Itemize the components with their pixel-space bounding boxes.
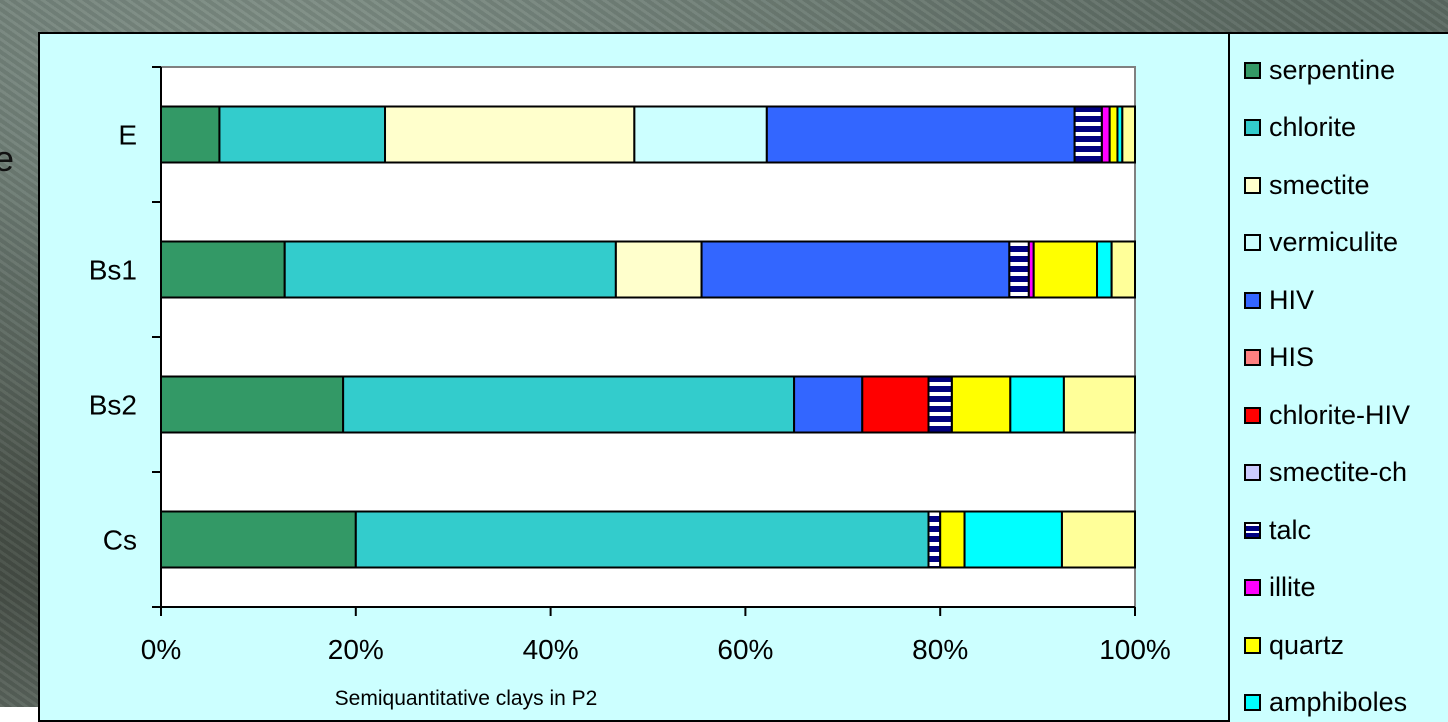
bar-segment-series-12-E (1121, 105, 1137, 164)
legend-label: amphiboles (1269, 687, 1408, 717)
bar-segment-serpentine-Bs1 (160, 240, 286, 299)
y-tick-label: E (118, 120, 137, 151)
legend-swatch (1244, 61, 1261, 79)
legend-swatch (1244, 119, 1261, 136)
stacked-bar-chart: E Bs1 Bs2 Cs 0% 20% 40% 60% 80% 100% Semiquantita… (89, 66, 1171, 710)
bar-segment-serpentine-Cs (160, 510, 357, 569)
y-tick-label: Bs2 (89, 390, 137, 421)
bar-segment-amphiboles-Bs2 (1009, 375, 1065, 434)
bar-segment-talc-Bs1 (1008, 240, 1030, 299)
bar-segment-chlorite-Bs1 (283, 240, 617, 299)
bar-segment-vermiculite-E (633, 105, 768, 164)
x-tick-label: 0% (141, 634, 181, 665)
legend-label: smectite (1269, 169, 1370, 200)
bar-segment-serpentine-E (160, 105, 221, 164)
legend-label: chlorite-HIV (1269, 399, 1411, 430)
legend-label: illite (1269, 572, 1316, 602)
legend-label: quartz (1269, 629, 1345, 660)
legend-label: HIV (1269, 284, 1315, 315)
bar-segment-chlorite-HIV-Bs2 (861, 375, 930, 434)
legend-item-illite: illite (1244, 572, 1316, 603)
legend-swatch (1244, 176, 1261, 194)
legend-item-HIS: HIS (1244, 342, 1315, 373)
chart-panel: E Bs1 Bs2 Cs 0% 20% 40% 60% 80% 100% Semiquantita… (38, 32, 1230, 722)
legend-swatch (1244, 636, 1261, 654)
legend-swatch (1244, 349, 1261, 366)
legend-item-HIV: HIV (1244, 285, 1314, 315)
x-tick-label: 80% (912, 634, 968, 665)
bars-layer (160, 105, 1137, 569)
x-tick-label: 40% (523, 634, 579, 665)
legend-label: vermiculite (1269, 227, 1399, 257)
bar-segment-talc-Bs2 (927, 375, 953, 434)
bar-segment-HIV-E (765, 105, 1076, 164)
bar-segment-illite-E (1100, 105, 1111, 164)
legend-swatch (1244, 464, 1261, 481)
legend-label: serpentine (1269, 54, 1396, 85)
bar-segment-serpentine-Bs2 (160, 375, 345, 434)
legend-swatch (1244, 694, 1261, 711)
legend-item-smectite-ch: smectite-ch (1244, 457, 1408, 488)
bar-segment-chlorite-Cs (354, 510, 930, 569)
bar-segment-quartz-Bs1 (1032, 240, 1099, 299)
legend-label: chlorite (1269, 112, 1357, 142)
bar-segment-series-12-Bs2 (1062, 375, 1137, 434)
bar-segment-talc-Cs (927, 510, 942, 569)
bar-segment-smectite-E (384, 105, 636, 164)
axis-layer (152, 66, 1136, 616)
x-axis-title: Semiquantitative clays in P2 (335, 687, 598, 710)
bar-segment-amphiboles-Bs1 (1096, 240, 1113, 299)
bar-segment-HIV-Bs2 (793, 375, 864, 434)
labels-layer: E Bs1 Bs2 Cs 0% 20% 40% 60% 80% 100% (89, 120, 1171, 666)
x-tick-label: 60% (717, 634, 773, 665)
bar-segment-HIV-Bs1 (700, 240, 1011, 299)
legend-item-quartz: quartz (1244, 630, 1344, 660)
x-tick-label: 100% (1099, 634, 1171, 665)
bar-segment-chlorite-Bs2 (342, 375, 796, 434)
legend-item-amphiboles: amphiboles (1244, 687, 1408, 718)
legend-swatch (1244, 406, 1261, 424)
legend-label: talc (1269, 514, 1312, 545)
y-tick-label: Bs1 (89, 255, 137, 286)
bar-segment-smectite-Bs1 (614, 240, 703, 299)
x-tick-label: 20% (328, 634, 384, 665)
bar-segment-series-12-Cs (1060, 510, 1137, 569)
bar-segment-quartz-E (1108, 105, 1119, 164)
bar-segment-chlorite-E (218, 105, 387, 164)
legend-item-chlorite: chlorite (1244, 112, 1357, 143)
y-tick-label: Cs (103, 525, 137, 556)
legend-item-chlorite-HIV: chlorite-HIV (1244, 400, 1410, 430)
bar-segment-quartz-Cs (939, 510, 966, 569)
legend-swatch (1244, 579, 1261, 596)
legend-item-serpentine: serpentine (1244, 55, 1395, 85)
legend-swatch (1244, 234, 1261, 251)
legend-swatch (1244, 291, 1261, 309)
legend-item-vermiculite: vermiculite (1244, 227, 1399, 258)
bar-segment-quartz-Bs2 (950, 375, 1012, 434)
bar-segment-talc-E (1073, 105, 1103, 164)
background-text: e (0, 138, 15, 179)
legend-label: HIS (1269, 342, 1315, 372)
legend-item-smectite: smectite (1244, 170, 1370, 200)
legend: serpentine chlorite smectite vermiculite HIV… (1230, 32, 1448, 722)
legend-item-talc: talc (1244, 515, 1311, 545)
legend-swatch (1244, 521, 1261, 539)
bar-segment-amphiboles-Cs (963, 510, 1063, 569)
bar-segment-series-12-Bs1 (1110, 240, 1137, 299)
legend-label: smectite-ch (1269, 457, 1408, 487)
